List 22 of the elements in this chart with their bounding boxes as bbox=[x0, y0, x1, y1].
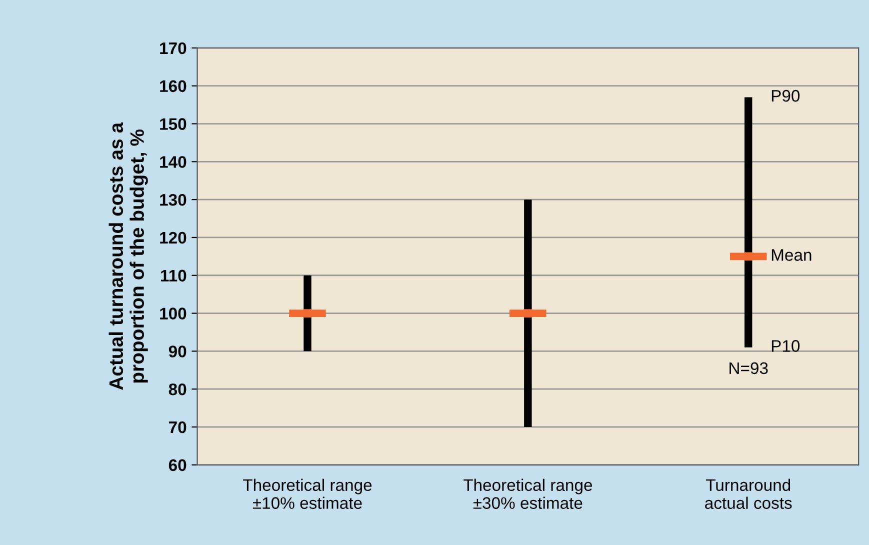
bar bbox=[744, 97, 752, 348]
y-axis-title: Actual turnaround costs as a proportion of the budget, % bbox=[108, 122, 148, 390]
y-tick-label: 170 bbox=[160, 42, 186, 54]
y-tick-label: 140 bbox=[160, 156, 186, 168]
annotation: P90 bbox=[772, 90, 800, 102]
y-tick-label: 100 bbox=[160, 308, 186, 320]
annotation: P10 bbox=[772, 340, 800, 352]
y-tick-label: 90 bbox=[168, 346, 186, 358]
x-tick-label: Theoretical range ±10% estimate bbox=[243, 478, 372, 509]
y-tick-label: 60 bbox=[168, 459, 186, 472]
y-tick-label: 80 bbox=[168, 383, 186, 396]
bar bbox=[524, 200, 532, 427]
annotation: N=93 bbox=[730, 362, 768, 374]
y-tick-label: 120 bbox=[160, 232, 186, 244]
y-tick-label: 70 bbox=[169, 421, 186, 434]
y-tick-label: 150 bbox=[160, 118, 186, 130]
y-tick-label: 130 bbox=[160, 194, 186, 206]
y-tick-label: 110 bbox=[161, 270, 186, 282]
annotation: Mean bbox=[772, 249, 812, 261]
x-tick-label: Theoretical range ±30% estimate bbox=[463, 478, 592, 509]
x-tick-label: Turnaround actual costs bbox=[705, 478, 792, 509]
y-tick-label: 160 bbox=[160, 80, 186, 92]
